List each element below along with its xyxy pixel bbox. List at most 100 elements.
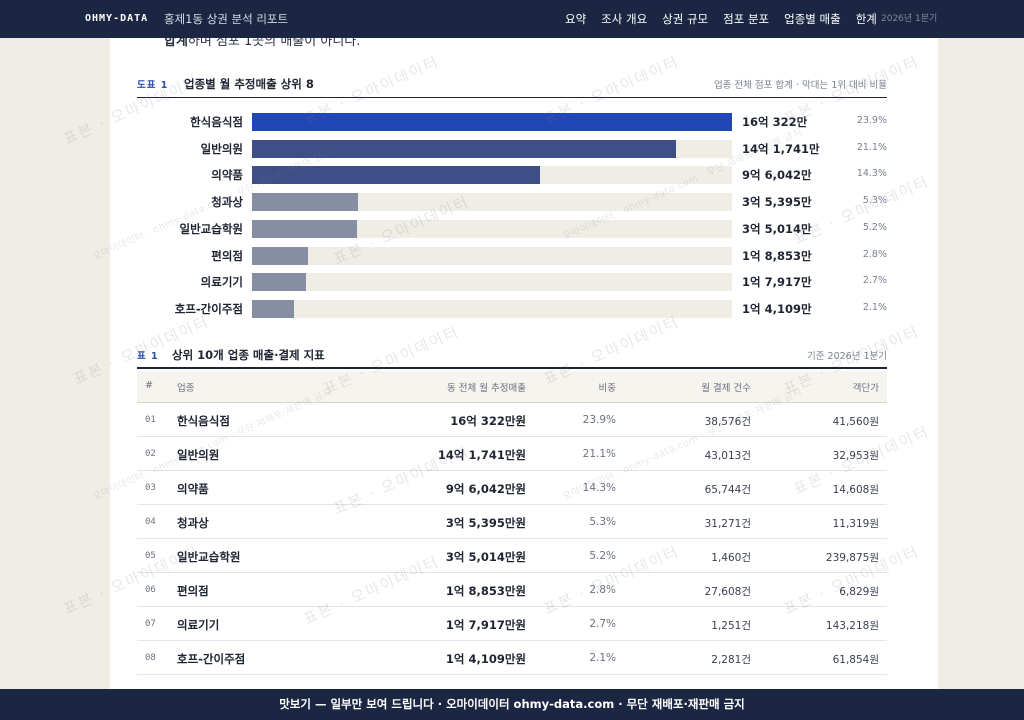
bar-share-label: 21.1% xyxy=(856,141,887,153)
bar xyxy=(252,166,540,185)
column-revenue: 동 전체 월 추정매출 xyxy=(447,383,526,394)
bar-value-label: 3억 5,014만 xyxy=(742,221,812,236)
row-payment-count: 27,608건 xyxy=(704,586,751,598)
row-revenue: 1억 4,109만원 xyxy=(445,652,526,666)
bar-track xyxy=(252,219,732,238)
row-payment-count: 1,251건 xyxy=(711,620,751,632)
bar-share-label: 2.7% xyxy=(862,275,887,287)
top-navigation-bar: OHMY-DATA 홍제1동 상권 분석 리포트 요약 조사 개요 상권 규모 … xyxy=(0,0,1024,38)
nav-item-survey-overview[interactable]: 조사 개요 xyxy=(601,12,648,26)
row-payment-count: 1,460건 xyxy=(711,552,751,564)
row-avg-spend: 32,953원 xyxy=(832,450,879,462)
row-revenue: 16억 322만원 xyxy=(450,414,526,428)
table-header: 표 1 상위 10개 업종 매출·결제 지표 기준 2026년 1분기 xyxy=(137,345,887,369)
nav-item-store-distribution[interactable]: 점포 분포 xyxy=(723,12,770,26)
table-row: 08 호프-간이주점 1억 4,109만원 2.1% 2,281건 61,854원 xyxy=(137,641,887,675)
nav-item-market-size[interactable]: 상권 규모 xyxy=(662,12,709,26)
bar-row: 청과상 3억 5,395만 5.3% xyxy=(137,190,887,217)
row-industry: 호프-간이주점 xyxy=(177,652,246,666)
row-share: 5.2% xyxy=(589,550,616,562)
bar-value-label: 3억 5,395만 xyxy=(742,195,812,210)
row-industry: 일반교습학원 xyxy=(177,550,241,564)
bar xyxy=(252,273,306,292)
bar-category-label: 청과상 xyxy=(211,195,243,210)
row-number: 02 xyxy=(145,449,156,459)
row-number: 04 xyxy=(145,517,156,527)
table-row: 05 일반교습학원 3억 5,014만원 5.2% 1,460건 239,875원 xyxy=(137,539,887,573)
bar-track xyxy=(252,299,732,318)
row-avg-spend: 143,218원 xyxy=(825,620,879,632)
row-number: 07 xyxy=(145,619,156,629)
bar-chart: 한식음식점 16억 322만 23.9% 일반의원 14억 1,741만 21.1% 의약품… xyxy=(137,110,887,326)
bar-share-label: 5.3% xyxy=(862,195,887,207)
bar-track xyxy=(252,273,732,292)
row-payment-count: 31,271건 xyxy=(704,518,751,530)
row-revenue: 1억 8,853만원 xyxy=(445,584,526,598)
bar-share-label: 5.2% xyxy=(862,221,887,233)
bar xyxy=(252,219,357,238)
row-payment-count: 43,013건 xyxy=(704,450,751,462)
bar-value-label: 1억 8,853만 xyxy=(742,248,812,263)
bar-category-label: 한식음식점 xyxy=(190,115,243,129)
figure-header: 도표 1 업종별 월 추정매출 상위 8 업종 전체 점포 합계 · 막대는 1… xyxy=(137,76,887,98)
row-avg-spend: 239,875원 xyxy=(825,552,879,564)
bar-category-label: 호프-간이주점 xyxy=(174,301,243,316)
sample-footer-banner: 맛보기 — 일부만 보여 드립니다 · 오마이데이터 ohmy-data.com… xyxy=(0,689,1024,720)
row-number: 08 xyxy=(145,653,156,663)
row-share: 2.7% xyxy=(589,618,616,630)
bar-category-label: 의약품 xyxy=(211,168,243,183)
bar-track xyxy=(252,166,732,185)
row-payment-count: 65,744건 xyxy=(704,484,751,496)
row-number: 03 xyxy=(145,483,156,493)
bar xyxy=(252,113,732,131)
bar-row: 한식음식점 16억 322만 23.9% xyxy=(137,110,887,137)
table-row: 02 일반의원 14억 1,741만원 21.1% 43,013건 32,953원 xyxy=(137,437,887,471)
row-avg-spend: 11,319원 xyxy=(832,518,879,530)
period-label: 2026년 1분기 xyxy=(881,14,938,24)
row-industry: 의약품 xyxy=(177,482,209,496)
bar-row: 일반의원 14억 1,741만 21.1% xyxy=(137,137,887,164)
nav-item-limitations[interactable]: 한계 xyxy=(855,12,877,26)
table-column-header: # 업종 동 전체 월 추정매출 비중 월 결제 건수 객단가 xyxy=(137,371,887,403)
row-revenue: 3억 5,014만원 xyxy=(445,550,526,564)
row-avg-spend: 14,608원 xyxy=(832,484,879,496)
row-avg-spend: 61,854원 xyxy=(832,654,879,666)
row-share: 21.1% xyxy=(582,448,616,460)
column-share: 비중 xyxy=(598,383,616,394)
figure-tag: 도표 1 xyxy=(137,80,169,91)
row-revenue: 1억 7,917만원 xyxy=(445,618,526,632)
figure-note: 업종 전체 점포 합계 · 막대는 1위 대비 비율 xyxy=(713,80,887,91)
table-body: 01 한식음식점 16억 322만원 23.9% 38,576건 41,560원 02 일반의… xyxy=(137,403,887,675)
bar-track xyxy=(252,139,732,158)
bar-share-label: 23.9% xyxy=(856,115,887,126)
row-revenue: 9억 6,042만원 xyxy=(445,482,526,496)
row-revenue: 3억 5,395만원 xyxy=(445,516,526,530)
bar xyxy=(252,139,677,158)
bar-track xyxy=(252,113,732,131)
row-number: 05 xyxy=(145,551,156,561)
metrics-table: # 업종 동 전체 월 추정매출 비중 월 결제 건수 객단가 01 한식음식점 1… xyxy=(137,371,887,675)
nav-item-sales-by-industry[interactable]: 업종별 매출 xyxy=(784,12,841,26)
bar-value-label: 16억 322만 xyxy=(742,115,808,129)
nav-divider xyxy=(874,12,875,26)
nav-menu: 요약 조사 개요 상권 규모 점포 분포 업종별 매출 한계 xyxy=(565,0,892,38)
nav-item-summary[interactable]: 요약 xyxy=(565,12,587,26)
bar-category-label: 의료기기 xyxy=(200,275,243,290)
row-share: 23.9% xyxy=(582,414,616,426)
row-industry: 청과상 xyxy=(177,516,209,530)
table-note: 기준 2026년 1분기 xyxy=(807,351,887,362)
brand-logo[interactable]: OHMY-DATA xyxy=(85,13,149,24)
column-avg-spend: 객단가 xyxy=(852,383,879,394)
table-title: 상위 10개 업종 매출·결제 지표 xyxy=(172,348,325,362)
row-industry: 일반의원 xyxy=(177,448,220,462)
row-industry: 한식음식점 xyxy=(177,414,230,428)
bar-share-label: 14.3% xyxy=(856,168,887,180)
row-avg-spend: 41,560원 xyxy=(832,416,879,428)
row-share: 2.8% xyxy=(589,584,616,596)
column-number: # xyxy=(145,380,153,391)
bar-share-label: 2.8% xyxy=(862,248,887,260)
row-avg-spend: 6,829원 xyxy=(839,586,879,598)
bar-row: 편의점 1억 8,853만 2.8% xyxy=(137,244,887,271)
row-number: 06 xyxy=(145,585,156,595)
report-paper xyxy=(110,20,938,700)
